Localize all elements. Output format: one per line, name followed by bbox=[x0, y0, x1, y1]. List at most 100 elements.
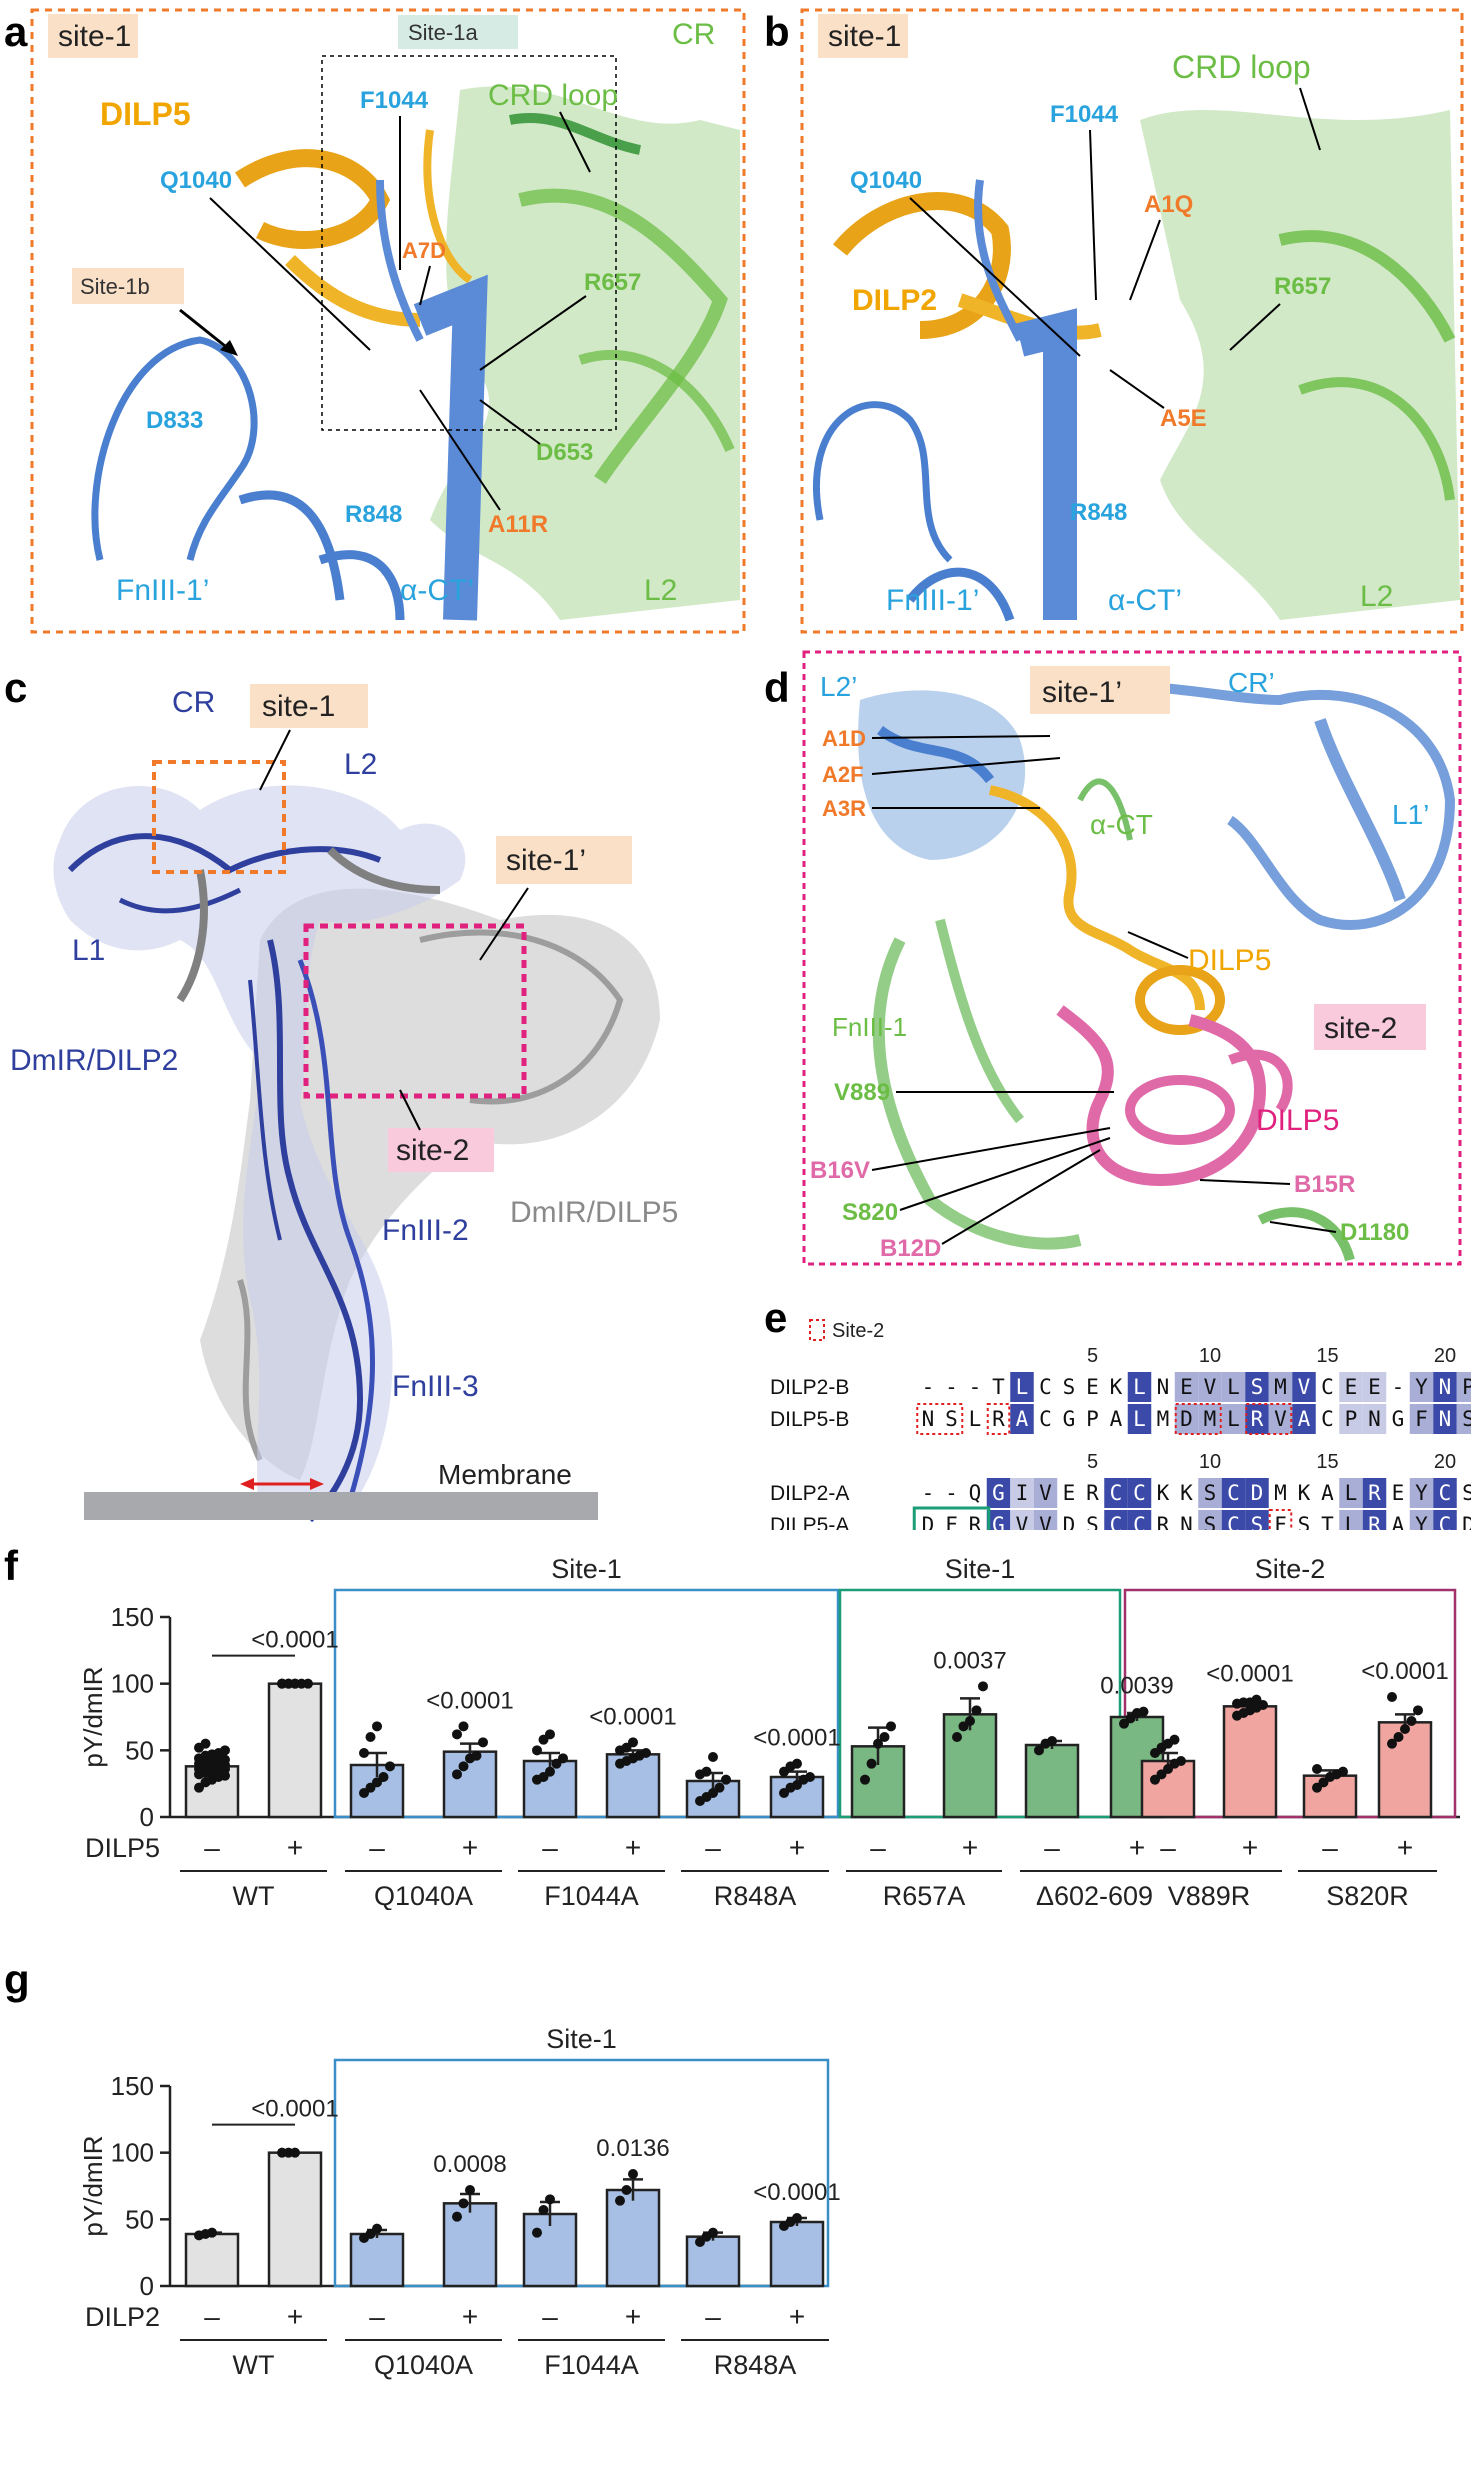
panel-b-l2: L2 bbox=[1360, 580, 1393, 613]
panel-e-residue: C bbox=[1321, 1407, 1334, 1431]
site-box bbox=[333, 1588, 840, 1819]
panel-e-residue: S bbox=[1251, 1513, 1264, 1530]
panel-b-alpha-ct: α-CT’ bbox=[1108, 584, 1182, 617]
p-value: 0.0008 bbox=[433, 2151, 506, 2178]
panel-e-residue: A bbox=[1321, 1481, 1334, 1505]
panel-a-alpha-ct: α-CT’ bbox=[400, 574, 474, 607]
panel-e-residue: V bbox=[1298, 1375, 1311, 1399]
ligand-sign: – bbox=[204, 2301, 220, 2332]
group-label: Q1040A bbox=[374, 1881, 473, 1910]
panel-e-residue: L bbox=[1227, 1407, 1240, 1431]
panel-e-shade bbox=[1010, 1478, 1034, 1508]
panel-e-a-number: 20 bbox=[1434, 1451, 1456, 1473]
panel-e-residue: M bbox=[1274, 1375, 1287, 1399]
bar bbox=[685, 2235, 741, 2288]
p-value: <0.0001 bbox=[1361, 1658, 1448, 1685]
data-point bbox=[978, 1681, 988, 1692]
data-point bbox=[641, 1748, 651, 1758]
panel-e-shade bbox=[1174, 1404, 1199, 1434]
panel-e-residue: C bbox=[1227, 1481, 1240, 1505]
data-point bbox=[1138, 1706, 1149, 1717]
panel-e-residue: A bbox=[1110, 1407, 1123, 1431]
panel-e-residue: V bbox=[1274, 1407, 1287, 1431]
panel-d-l1p: L1’ bbox=[1392, 799, 1429, 830]
panel-e-residue: N bbox=[1439, 1375, 1452, 1399]
panel-e-shade bbox=[1292, 1372, 1316, 1402]
panel-c-dmir-dilp2: DmIR/DILP2 bbox=[10, 1044, 178, 1077]
panel-e-shade bbox=[1033, 1478, 1058, 1508]
panel-e-shade bbox=[1339, 1404, 1363, 1434]
panel-e-residue: - bbox=[1392, 1375, 1405, 1399]
ligand-label: DILP2 bbox=[85, 2302, 160, 2332]
panel-e-site2-mark bbox=[1174, 1403, 1222, 1435]
panel-e-shade bbox=[1268, 1372, 1293, 1402]
panel-e-residue: F bbox=[945, 1513, 958, 1530]
panel-e-legend-box bbox=[809, 1319, 825, 1341]
panel-g-letter: g bbox=[4, 1956, 30, 2003]
data-point bbox=[471, 1750, 482, 1761]
panel-d-dilp5-top: DILP5 bbox=[1188, 944, 1271, 977]
panel-e-residue: A bbox=[1298, 1407, 1311, 1431]
panel-e-shade bbox=[1268, 1404, 1293, 1434]
panel-e-residue: K bbox=[1157, 1481, 1170, 1505]
panel-d-a3r: A3R bbox=[822, 796, 866, 821]
p-value: 0.0136 bbox=[596, 2135, 669, 2162]
data-point bbox=[458, 2198, 469, 2209]
group-label: WT bbox=[233, 1881, 275, 1910]
ligand-sign: + bbox=[625, 1832, 641, 1863]
panel-e-residue: - bbox=[922, 1375, 935, 1399]
panel-a-d833: D833 bbox=[146, 407, 203, 434]
panel-e-shade bbox=[1245, 1372, 1269, 1402]
panel-a-l2: L2 bbox=[644, 574, 677, 607]
panel-e-shade bbox=[1292, 1404, 1316, 1434]
panel-b-structure bbox=[812, 110, 1460, 622]
panel-e-b-number: 20 bbox=[1434, 1345, 1456, 1367]
panel-d-alpha-ct: α-CT bbox=[1090, 809, 1153, 840]
panel-e-residue: - bbox=[945, 1375, 958, 1399]
p-value: <0.0001 bbox=[251, 1627, 338, 1654]
panel-e-shade bbox=[1127, 1478, 1152, 1508]
panel-e-shade bbox=[1409, 1404, 1434, 1434]
panel-e-residue: N bbox=[1157, 1375, 1170, 1399]
panel-a-f1044: F1044 bbox=[360, 87, 429, 114]
data-point bbox=[615, 2195, 625, 2206]
panel-a-site1a-box bbox=[321, 55, 617, 431]
group-label: R657A bbox=[883, 1881, 966, 1910]
panel-e-b-number: 5 bbox=[1087, 1345, 1098, 1367]
panel-e-residue: L bbox=[1133, 1375, 1146, 1399]
data-point bbox=[971, 1705, 982, 1716]
panel-a-a11r: A11R bbox=[488, 511, 548, 538]
data-point bbox=[628, 2169, 638, 2179]
panel-e-residue: C bbox=[1110, 1481, 1123, 1505]
panel-e-letter: e bbox=[764, 1294, 787, 1341]
panel-e-residue: R bbox=[1368, 1513, 1381, 1530]
data-point bbox=[1047, 1736, 1057, 1746]
panel-c-membrane-bar bbox=[84, 1492, 598, 1520]
panel-e-residue: C bbox=[1133, 1513, 1146, 1530]
panel-e-residue: S bbox=[945, 1407, 958, 1431]
bar bbox=[184, 2232, 240, 2288]
panel-e-residue: M bbox=[1157, 1407, 1170, 1431]
data-point bbox=[545, 1729, 555, 1740]
site-box-title: Site-1 bbox=[551, 1554, 622, 1584]
data-point bbox=[721, 1774, 731, 1785]
panel-e-shade bbox=[1198, 1372, 1222, 1402]
panel-e-b-number: 10 bbox=[1199, 1345, 1221, 1367]
panel-d-dilp5-bottom: DILP5 bbox=[1256, 1104, 1339, 1137]
panel-e-shade bbox=[1174, 1372, 1199, 1402]
data-point bbox=[359, 1748, 369, 1758]
panel-e-shade bbox=[1198, 1478, 1222, 1508]
panel-e-residue: N bbox=[1368, 1407, 1381, 1431]
panel-d-l2p: L2’ bbox=[820, 671, 857, 702]
panel-d-site2: site-2 bbox=[1324, 1012, 1397, 1045]
panel-e-shade bbox=[1010, 1404, 1034, 1434]
panel-c-site1p-bg bbox=[496, 836, 632, 884]
data-point bbox=[220, 1754, 230, 1765]
panel-d-frame bbox=[802, 650, 1462, 1266]
panel-b-site-tag-bg bbox=[818, 14, 908, 58]
panel-e-residue: P bbox=[1086, 1407, 1099, 1431]
panel-d-site1p-bg bbox=[1030, 666, 1170, 714]
data-point bbox=[873, 1738, 883, 1749]
data-point bbox=[458, 1721, 469, 1732]
p-value: <0.0001 bbox=[753, 2179, 840, 2206]
